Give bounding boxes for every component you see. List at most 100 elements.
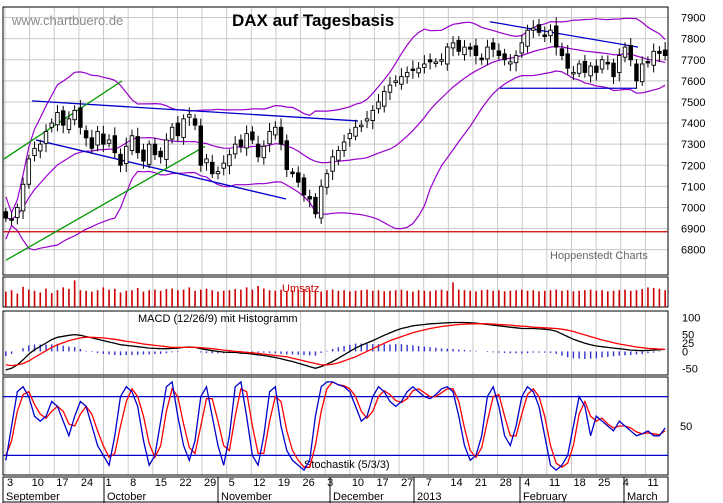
- panel-frame: [2, 310, 669, 376]
- stochastic-d-line: [5, 381, 666, 468]
- candle-body: [158, 150, 163, 158]
- x-tick-label: 3: [7, 477, 13, 489]
- x-tick-label: 26: [303, 477, 315, 489]
- candle-body: [32, 147, 37, 157]
- candle-body: [490, 42, 496, 50]
- candle-body: [462, 46, 467, 56]
- volume-bar: [45, 288, 47, 307]
- candle-body: [318, 185, 324, 219]
- volume-panel: [5, 280, 666, 307]
- volume-bar: [538, 291, 540, 307]
- x-tick-label: 22: [179, 477, 191, 489]
- candle-body: [617, 55, 622, 73]
- volume-bar: [165, 289, 168, 307]
- candle-body: [101, 133, 106, 145]
- candle-body: [261, 145, 267, 159]
- volume-bar: [509, 290, 512, 307]
- volume-bar: [435, 290, 437, 307]
- volume-bar: [217, 291, 219, 307]
- bollinger-lower-line: [5, 70, 666, 251]
- volume-bar: [486, 289, 489, 307]
- x-month-label: 2013: [417, 491, 441, 503]
- volume-bar: [251, 289, 254, 307]
- candle-body: [657, 50, 662, 54]
- candle-body: [146, 143, 152, 165]
- volume-bar: [79, 290, 82, 307]
- trendline-upper-channel: [489, 21, 639, 48]
- volume-bar: [664, 290, 666, 307]
- volume-bar: [91, 291, 93, 307]
- candle-body: [106, 139, 112, 144]
- candle-body: [496, 50, 502, 56]
- candle-body: [324, 173, 330, 188]
- candle-body: [571, 71, 576, 75]
- volume-bar: [240, 289, 242, 307]
- volume-bar: [389, 290, 391, 307]
- candle-body: [427, 59, 433, 63]
- volume-bar: [652, 287, 655, 307]
- volume-bar: [475, 291, 477, 307]
- volume-bar: [595, 290, 598, 307]
- candle-body: [38, 143, 43, 152]
- x-tick-label: 28: [500, 477, 512, 489]
- volume-bar: [555, 289, 558, 307]
- volume-bar: [142, 291, 145, 307]
- volume-bar: [268, 290, 271, 307]
- volume-bar: [360, 290, 363, 307]
- candle-body: [72, 109, 77, 121]
- volume-bar: [584, 290, 586, 307]
- candle-body: [301, 177, 307, 196]
- volume-bar: [159, 290, 162, 307]
- candle-body: [55, 112, 60, 126]
- candle-body: [445, 46, 450, 65]
- volume-bar: [429, 291, 431, 307]
- volume-bar: [440, 289, 443, 307]
- volume-bar: [492, 290, 494, 307]
- x-tick-label: 7: [426, 477, 432, 489]
- volume-bar: [50, 293, 53, 307]
- volume-bar: [394, 290, 397, 307]
- volume-bar: [377, 290, 380, 307]
- volume-bar: [211, 290, 214, 307]
- volume-bar: [62, 287, 64, 307]
- price-panel: [3, 17, 668, 261]
- axis-labels: 3101724181522295121926310172771421284111…: [2, 13, 705, 503]
- volume-bar: [371, 290, 374, 307]
- candle-body: [250, 131, 255, 141]
- volume-bar: [199, 289, 202, 307]
- volume-bar: [96, 290, 99, 307]
- volume-bar: [349, 291, 351, 307]
- volume-bar: [280, 289, 282, 307]
- y-tick-label: 7600: [681, 76, 705, 88]
- x-month-label: October: [107, 491, 146, 503]
- candle-body: [536, 24, 542, 33]
- volume-bar: [469, 290, 472, 307]
- volume-bar: [125, 290, 128, 307]
- candle-body: [3, 211, 9, 219]
- candle-body: [393, 80, 398, 83]
- candle-body: [341, 141, 347, 151]
- volume-bar: [400, 289, 403, 307]
- candle-body: [187, 114, 192, 118]
- candle-body: [215, 171, 221, 175]
- volume-bar: [337, 290, 340, 307]
- candle-body: [118, 153, 123, 166]
- candle-body: [95, 131, 100, 146]
- candle-body: [502, 53, 507, 61]
- chart-title: DAX auf Tagesbasis: [232, 11, 394, 30]
- volume-bar: [102, 287, 105, 307]
- stoch-y-tick-label: 50: [680, 421, 692, 433]
- x-tick-label: 11: [549, 477, 560, 489]
- candle-body: [313, 196, 318, 215]
- candle-body: [416, 67, 421, 74]
- candle-body: [129, 135, 135, 151]
- candle-body: [330, 156, 335, 172]
- y-tick-label: 7800: [681, 34, 705, 46]
- volume-title: Umsatz: [282, 283, 319, 295]
- stochastic-panel: [3, 380, 668, 472]
- volume-bar: [498, 290, 500, 307]
- volume-bar: [607, 291, 609, 307]
- volume-bar: [177, 290, 179, 307]
